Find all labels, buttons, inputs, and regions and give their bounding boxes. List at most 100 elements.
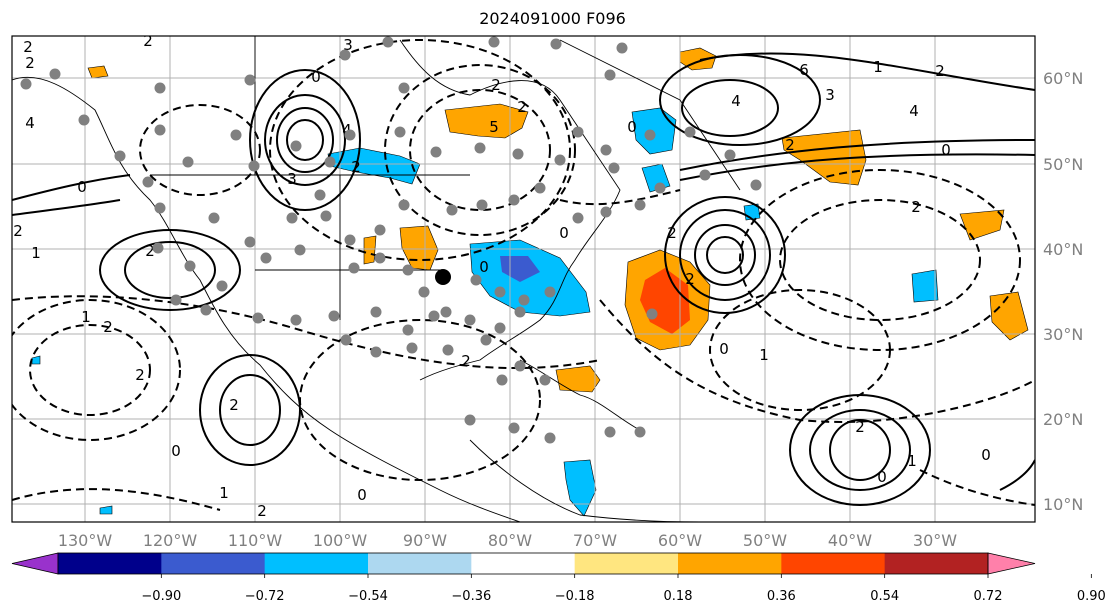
contour-label: 3 <box>287 170 297 188</box>
station-dot <box>518 294 530 306</box>
latitude-tick-labels: 60°N 50°N 40°N 30°N 20°N 10°N <box>1043 69 1083 514</box>
colorbar-segment <box>368 553 472 574</box>
station-dot <box>464 414 476 426</box>
station-dot <box>320 210 332 222</box>
contour-label: 4 <box>342 121 352 139</box>
longitude-tick-label: 90°W <box>403 531 447 550</box>
station-dot <box>418 286 430 298</box>
station-dot <box>402 324 414 336</box>
selected-location-marker[interactable] <box>435 269 451 285</box>
contour-label: 3 <box>343 36 353 54</box>
colorbar-extend-high <box>987 552 1036 575</box>
station-dot <box>428 310 440 322</box>
station-dots <box>20 36 762 444</box>
station-dot <box>494 286 506 298</box>
latitude-tick-label: 10°N <box>1043 495 1083 514</box>
contour-label: 2 <box>685 270 695 288</box>
contour-label: 0 <box>311 68 321 86</box>
station-dot <box>200 304 212 316</box>
contour-label: 2 <box>229 396 239 414</box>
contour-label: 1 <box>219 484 229 502</box>
station-dot <box>260 252 272 264</box>
colorbar-segment <box>574 553 679 574</box>
station-dot <box>604 426 616 438</box>
contour-label: 2 <box>911 198 921 216</box>
station-dot <box>724 149 736 161</box>
station-dot <box>402 264 414 276</box>
contour-label: 1 <box>873 58 883 76</box>
contour-label: 2 <box>785 136 795 154</box>
station-dot <box>684 126 696 138</box>
latitude-tick-label: 60°N <box>1043 69 1083 88</box>
station-dot <box>314 189 326 201</box>
contour-label: 4 <box>731 92 741 110</box>
station-dot <box>470 274 482 286</box>
station-dot <box>654 182 666 194</box>
station-dot <box>572 126 584 138</box>
latitude-tick-label: 40°N <box>1043 240 1083 259</box>
station-dot <box>496 374 508 386</box>
longitude-tick-label: 50°W <box>743 531 787 550</box>
station-dot <box>634 199 646 211</box>
station-dot <box>534 182 546 194</box>
station-dot <box>328 310 340 322</box>
contour-label: 2 <box>13 222 23 240</box>
contour-label: 2 <box>855 418 865 436</box>
contour-label: 0 <box>357 486 367 504</box>
station-dot <box>344 129 356 141</box>
station-dot <box>324 156 336 168</box>
station-dot <box>600 206 612 218</box>
station-dot <box>154 82 166 94</box>
contour-label: 2 <box>23 38 33 56</box>
station-dot <box>604 69 616 81</box>
contour-label: 0 <box>171 442 181 460</box>
colorbar-segment <box>884 553 989 574</box>
station-dot <box>286 212 298 224</box>
contour-label: 6 <box>799 61 809 79</box>
warm-anomaly-region <box>87 65 109 79</box>
contour-label: 2 <box>517 98 527 116</box>
warm-anomaly-region <box>781 129 867 186</box>
colorbar-segment <box>678 553 782 574</box>
contour-label: 2 <box>935 62 945 80</box>
latitude-tick-label: 30°N <box>1043 325 1083 344</box>
station-dot <box>114 150 126 162</box>
station-dot <box>508 422 520 434</box>
station-dot <box>430 146 442 158</box>
station-dot <box>348 262 360 274</box>
station-dot <box>370 306 382 318</box>
colorbar-tick-label: 0.54 <box>870 589 899 604</box>
colorbar-extend-low <box>11 552 59 575</box>
station-dot <box>142 176 154 188</box>
contour-label: 2 <box>257 502 267 520</box>
contour-label: 2 <box>667 224 677 242</box>
station-dot <box>539 374 551 386</box>
contour-label: 2 <box>491 76 501 94</box>
station-dot <box>340 334 352 346</box>
station-dot <box>634 426 646 438</box>
station-dot <box>514 306 526 318</box>
warm-anomaly-region <box>989 291 1029 341</box>
latitude-tick-label: 50°N <box>1043 155 1083 174</box>
station-dot <box>476 199 488 211</box>
station-dot <box>398 199 410 211</box>
dashed-contours <box>12 39 1035 511</box>
station-dot <box>344 234 356 246</box>
station-dot <box>464 314 476 326</box>
longitude-tick-label: 70°W <box>573 531 617 550</box>
station-dot <box>374 252 386 264</box>
station-dot <box>382 36 394 48</box>
longitude-tick-label: 110°W <box>228 531 283 550</box>
station-dot <box>244 74 256 86</box>
station-dot <box>442 344 454 356</box>
warm-anomaly-region <box>555 365 601 393</box>
station-dot <box>699 169 711 181</box>
cold-anomaly-region <box>911 269 939 303</box>
longitude-tick-label: 80°W <box>488 531 532 550</box>
colorbar-tick-label: 0.36 <box>767 589 796 604</box>
station-dot <box>394 126 406 138</box>
station-dot <box>544 286 556 298</box>
colorbar-tick-label: −0.18 <box>555 589 595 604</box>
station-dot <box>184 260 196 272</box>
